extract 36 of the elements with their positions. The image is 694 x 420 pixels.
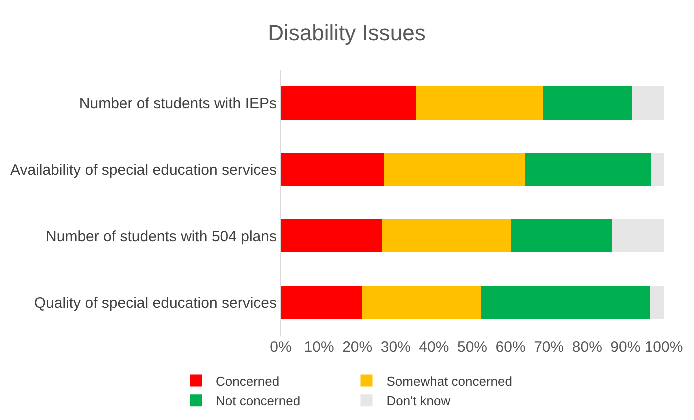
bar	[416, 86, 543, 120]
x-tick-label: 40%	[419, 338, 450, 356]
x-tick-label: 30%	[380, 338, 411, 356]
x-tick-label: 90%	[610, 338, 641, 356]
bar	[612, 220, 664, 253]
bar	[384, 153, 526, 186]
x-tick-label: 0%	[270, 338, 292, 356]
y-tick-label: Number of students with IEPs	[79, 95, 277, 112]
bar	[481, 286, 650, 320]
y-tick-label: Quality of special education services	[34, 294, 277, 312]
legend-label: Don't know	[386, 394, 452, 409]
x-tick-label: 60%	[496, 338, 526, 356]
x-tick-label: 80%	[572, 338, 602, 356]
bar	[652, 153, 664, 186]
bar	[510, 220, 612, 253]
chart-title: Disability Issues	[268, 20, 426, 46]
legend-label: Somewhat concerned	[386, 374, 512, 389]
bar	[281, 153, 384, 186]
bar	[542, 86, 632, 120]
bar	[362, 286, 482, 320]
bar	[281, 220, 382, 253]
x-tick-label: 70%	[534, 338, 564, 356]
legend-label: Not concerned	[216, 394, 301, 409]
y-tick-label: Number of students with 504 plans	[46, 228, 277, 246]
bar	[525, 153, 652, 186]
x-tick-label: 50%	[457, 338, 488, 356]
legend-label: Concerned	[216, 374, 280, 389]
x-tick-label: 10%	[304, 338, 334, 356]
x-tick-label: 20%	[342, 338, 373, 356]
bar	[281, 86, 416, 120]
bar	[650, 286, 664, 320]
y-tick-label: Availability of special education services	[10, 162, 277, 179]
bar	[632, 86, 664, 120]
bar	[281, 286, 363, 320]
bar	[382, 220, 511, 253]
x-tick-label: 100%	[644, 338, 684, 356]
